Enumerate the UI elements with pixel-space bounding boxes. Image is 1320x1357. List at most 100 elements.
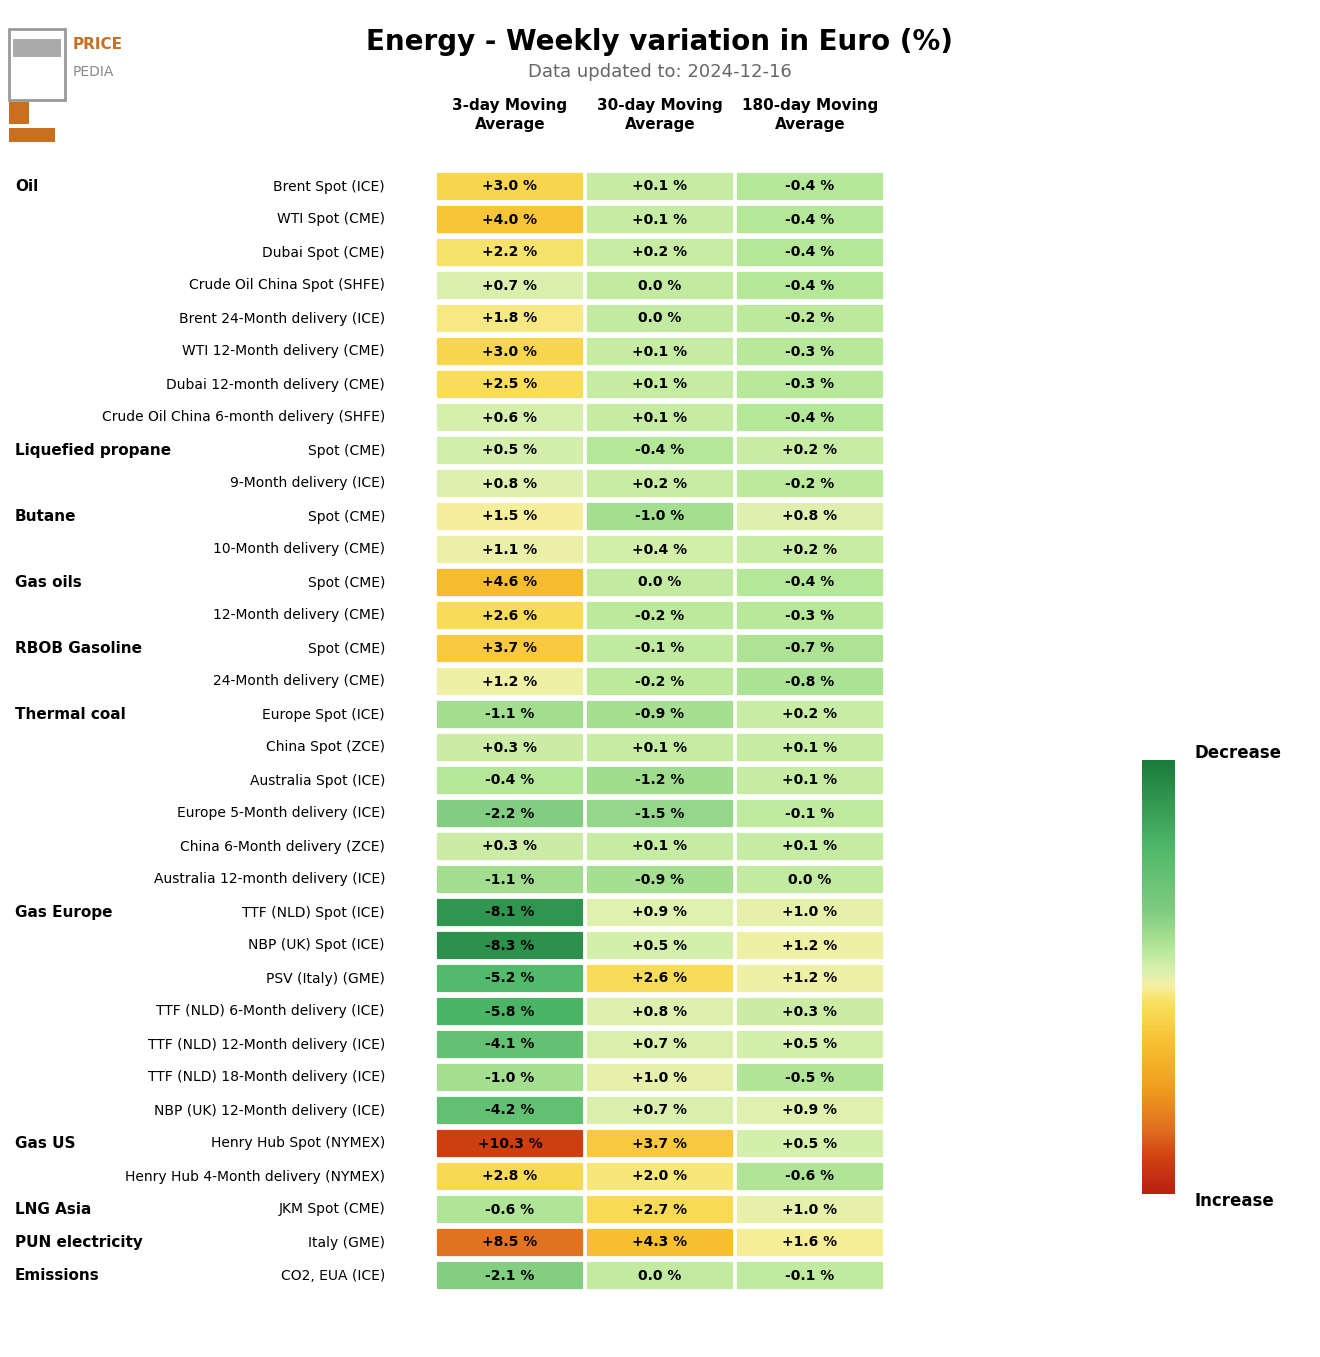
Text: +0.2 %: +0.2 % [632,476,688,490]
Text: -0.2 %: -0.2 % [635,674,685,688]
Text: -0.2 %: -0.2 % [785,476,834,490]
Text: -0.4 %: -0.4 % [785,246,834,259]
FancyBboxPatch shape [436,369,585,399]
Text: -5.8 %: -5.8 % [486,1004,535,1019]
FancyBboxPatch shape [586,864,734,894]
Text: +3.0 %: +3.0 % [483,179,537,194]
Text: +0.5 %: +0.5 % [482,444,537,457]
FancyBboxPatch shape [436,1261,585,1291]
FancyBboxPatch shape [735,270,884,300]
Text: +0.1 %: +0.1 % [632,213,688,227]
Text: -1.1 %: -1.1 % [486,873,535,886]
Text: Dubai Spot (CME): Dubai Spot (CME) [263,246,385,259]
Text: -0.4 %: -0.4 % [785,179,834,194]
Text: +0.9 %: +0.9 % [632,905,688,920]
FancyBboxPatch shape [436,1194,585,1224]
Text: -0.9 %: -0.9 % [635,873,685,886]
FancyBboxPatch shape [735,1129,884,1159]
FancyBboxPatch shape [735,733,884,763]
Text: -0.4 %: -0.4 % [785,575,834,589]
Text: -0.6 %: -0.6 % [785,1170,834,1183]
Bar [9,128,55,142]
Text: Henry Hub Spot (NYMEX): Henry Hub Spot (NYMEX) [211,1137,385,1151]
FancyBboxPatch shape [586,1030,734,1060]
Text: 0.0 %: 0.0 % [788,873,832,886]
FancyBboxPatch shape [586,1129,734,1159]
Text: +2.6 %: +2.6 % [482,608,537,623]
FancyBboxPatch shape [735,369,884,399]
FancyBboxPatch shape [586,1261,734,1291]
FancyBboxPatch shape [735,337,884,366]
Text: +0.3 %: +0.3 % [483,741,537,754]
FancyBboxPatch shape [735,1194,884,1224]
FancyBboxPatch shape [436,601,585,631]
FancyBboxPatch shape [735,1228,884,1258]
Text: +2.8 %: +2.8 % [482,1170,537,1183]
FancyBboxPatch shape [735,996,884,1026]
Text: -0.1 %: -0.1 % [785,1269,834,1282]
FancyBboxPatch shape [735,205,884,235]
Text: TTF (NLD) 18-Month delivery (ICE): TTF (NLD) 18-Month delivery (ICE) [148,1071,385,1084]
FancyBboxPatch shape [586,733,734,763]
FancyBboxPatch shape [586,1095,734,1125]
Text: Henry Hub 4-Month delivery (NYMEX): Henry Hub 4-Month delivery (NYMEX) [125,1170,385,1183]
Text: Australia 12-month delivery (ICE): Australia 12-month delivery (ICE) [153,873,385,886]
Text: PEDIA: PEDIA [73,65,114,79]
Text: -0.3 %: -0.3 % [785,608,834,623]
FancyBboxPatch shape [586,1063,734,1092]
FancyBboxPatch shape [586,765,734,795]
FancyBboxPatch shape [735,567,884,597]
Text: +0.8 %: +0.8 % [482,476,537,490]
FancyBboxPatch shape [436,897,585,927]
Text: Gas US: Gas US [15,1136,75,1151]
Text: +0.7 %: +0.7 % [632,1103,688,1118]
Text: +4.6 %: +4.6 % [482,575,537,589]
FancyBboxPatch shape [436,996,585,1026]
Text: Italy (GME): Italy (GME) [308,1235,385,1250]
Text: -0.1 %: -0.1 % [785,806,834,821]
Text: +10.3 %: +10.3 % [478,1137,543,1151]
Text: -8.1 %: -8.1 % [486,905,535,920]
Text: +0.1 %: +0.1 % [632,377,688,392]
Text: Dubai 12-month delivery (CME): Dubai 12-month delivery (CME) [166,377,385,392]
Text: Oil: Oil [15,179,38,194]
Text: TTF (NLD) Spot (ICE): TTF (NLD) Spot (ICE) [243,905,385,920]
FancyBboxPatch shape [735,502,884,532]
FancyBboxPatch shape [586,666,734,696]
Text: -0.3 %: -0.3 % [785,377,834,392]
Text: +0.1 %: +0.1 % [632,741,688,754]
FancyBboxPatch shape [735,237,884,267]
Text: Spot (CME): Spot (CME) [308,444,385,457]
FancyBboxPatch shape [436,270,585,300]
FancyBboxPatch shape [436,171,585,201]
Text: 0.0 %: 0.0 % [639,575,681,589]
FancyBboxPatch shape [436,1030,585,1060]
Text: China Spot (ZCE): China Spot (ZCE) [267,741,385,754]
Text: +0.1 %: +0.1 % [632,840,688,854]
Text: +1.2 %: +1.2 % [783,972,838,985]
FancyBboxPatch shape [586,634,734,664]
Text: Europe Spot (ICE): Europe Spot (ICE) [263,707,385,722]
Text: +3.7 %: +3.7 % [483,642,537,655]
Text: +0.2 %: +0.2 % [783,707,838,722]
Text: +0.5 %: +0.5 % [783,1137,838,1151]
FancyBboxPatch shape [735,535,884,565]
Text: Crude Oil China 6-month delivery (SHFE): Crude Oil China 6-month delivery (SHFE) [102,411,385,425]
FancyBboxPatch shape [735,1030,884,1060]
FancyBboxPatch shape [586,171,734,201]
FancyBboxPatch shape [586,567,734,597]
Text: +0.2 %: +0.2 % [783,543,838,556]
Text: Spot (CME): Spot (CME) [308,575,385,589]
FancyBboxPatch shape [436,931,585,961]
FancyBboxPatch shape [586,1194,734,1224]
Text: LNG Asia: LNG Asia [15,1202,91,1217]
Text: WTI Spot (CME): WTI Spot (CME) [277,213,385,227]
Text: -1.5 %: -1.5 % [635,806,685,821]
Text: Increase: Increase [1195,1191,1274,1210]
Text: CO2, EUA (ICE): CO2, EUA (ICE) [281,1269,385,1282]
Text: +2.6 %: +2.6 % [632,972,688,985]
FancyBboxPatch shape [436,1095,585,1125]
Text: 180-day Moving
Average: 180-day Moving Average [742,98,878,132]
FancyBboxPatch shape [436,237,585,267]
Text: +0.1 %: +0.1 % [783,741,838,754]
